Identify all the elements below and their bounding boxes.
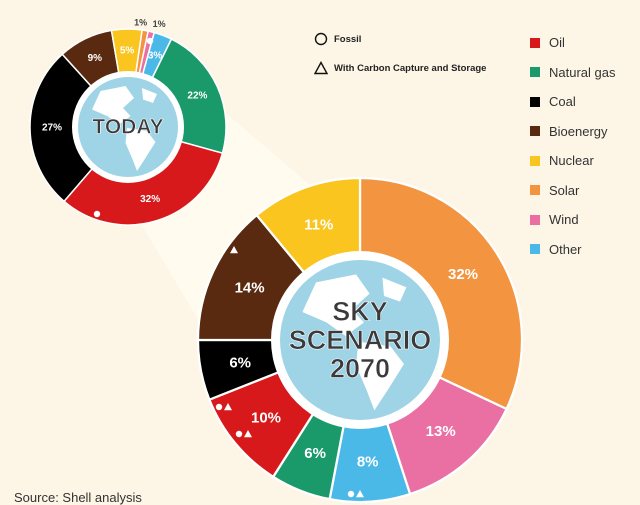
globe-land-north-america: [92, 86, 134, 125]
legend-swatch-coal: [530, 96, 540, 107]
marker-legend-fossil-label: Fossil: [334, 33, 362, 45]
chart-title-line: 2070: [330, 353, 390, 383]
source-note: Source: Shell analysis: [14, 490, 142, 505]
data-label-natural-gas: 22%: [187, 91, 207, 102]
chart-title-line: SCENARIO: [289, 325, 432, 355]
legend-swatch-solar: [530, 185, 540, 196]
legend-swatch-wind: [530, 214, 540, 225]
ccs-triangle-icon: [314, 61, 328, 75]
data-label-oil: 10%: [251, 409, 281, 426]
ccs-marker-coal-sky: [224, 403, 232, 411]
fossil-marker-coal-sky: [215, 403, 223, 411]
marker-legend: Fossil With Carbon Capture and Storage: [314, 30, 486, 88]
fossil-marker-oil-today: [93, 210, 101, 218]
globe-land-south-america: [356, 341, 404, 411]
legend-label-solar: Solar: [549, 182, 580, 198]
ccs-marker-bioenergy-sky: [230, 246, 238, 254]
chart-title-line: TODAY: [92, 116, 163, 139]
marker-legend-ccs-label: With Carbon Capture and Storage: [334, 62, 487, 74]
marker-legend-ccs: With Carbon Capture and Storage: [314, 59, 486, 77]
legend-swatch-nuclear: [530, 155, 540, 166]
data-label-solar: 32%: [448, 266, 478, 283]
data-label-wind: 1%: [153, 19, 166, 29]
legend-label-oil: Oil: [549, 35, 565, 51]
legend-label-natural-gas: Natural gas: [549, 64, 616, 80]
marker-legend-fossil: Fossil: [314, 30, 486, 48]
legend-item-wind: Wind: [530, 205, 615, 235]
legend-label-coal: Coal: [549, 94, 576, 110]
globe-land-greenland: [142, 88, 157, 103]
globe-land-greenland: [382, 277, 407, 302]
legend: Oil Natural gas Coal Bioenergy Nuclear Solar W…: [530, 28, 615, 264]
legend-item-nuclear: Nuclear: [530, 146, 615, 176]
data-label-natural-gas: 6%: [304, 445, 326, 462]
data-label-other: 8%: [357, 453, 379, 470]
legend-label-wind: Wind: [549, 212, 579, 228]
legend-item-natural-gas: Natural gas: [530, 58, 615, 88]
globe-land-north-america: [302, 274, 370, 336]
legend-swatch-natural-gas: [530, 67, 540, 78]
globe-land-south-america: [125, 128, 156, 171]
ccs-marker-oil-sky: [244, 430, 252, 438]
data-label-coal: 6%: [229, 354, 251, 371]
ccs-marker-gas-sky: [356, 490, 364, 498]
fossil-circle-icon: [314, 32, 328, 46]
legend-item-solar: Solar: [530, 176, 615, 206]
legend-swatch-bioenergy: [530, 126, 540, 137]
data-label-oil: 32%: [140, 194, 160, 205]
legend-swatch-oil: [530, 37, 540, 48]
pie-today: 3% 22% 32% 27% 9% 5% 1% 1% TODAY: [29, 18, 227, 226]
data-label-wind: 13%: [426, 423, 456, 440]
legend-item-coal: Coal: [530, 87, 615, 117]
chart-title-line: SKY: [332, 297, 388, 327]
data-label-other: 3%: [148, 51, 163, 62]
data-label-bioenergy: 14%: [235, 280, 265, 297]
data-label-nuclear: 11%: [304, 217, 333, 234]
legend-label-bioenergy: Bioenergy: [549, 123, 608, 139]
fossil-marker-gas-sky: [347, 490, 355, 498]
legend-swatch-other: [530, 244, 540, 255]
data-label-solar: 1%: [134, 18, 147, 28]
data-label-nuclear: 5%: [120, 46, 135, 57]
legend-item-oil: Oil: [530, 28, 615, 58]
data-label-bioenergy: 9%: [88, 53, 103, 64]
legend-label-nuclear: Nuclear: [549, 153, 594, 169]
legend-item-bioenergy: Bioenergy: [530, 117, 615, 147]
fossil-marker-oil-sky: [235, 430, 243, 438]
fossil-marker-gas-today: [146, 37, 154, 45]
legend-item-other: Other: [530, 235, 615, 265]
data-label-coal: 27%: [42, 122, 62, 133]
legend-label-other: Other: [549, 241, 582, 257]
